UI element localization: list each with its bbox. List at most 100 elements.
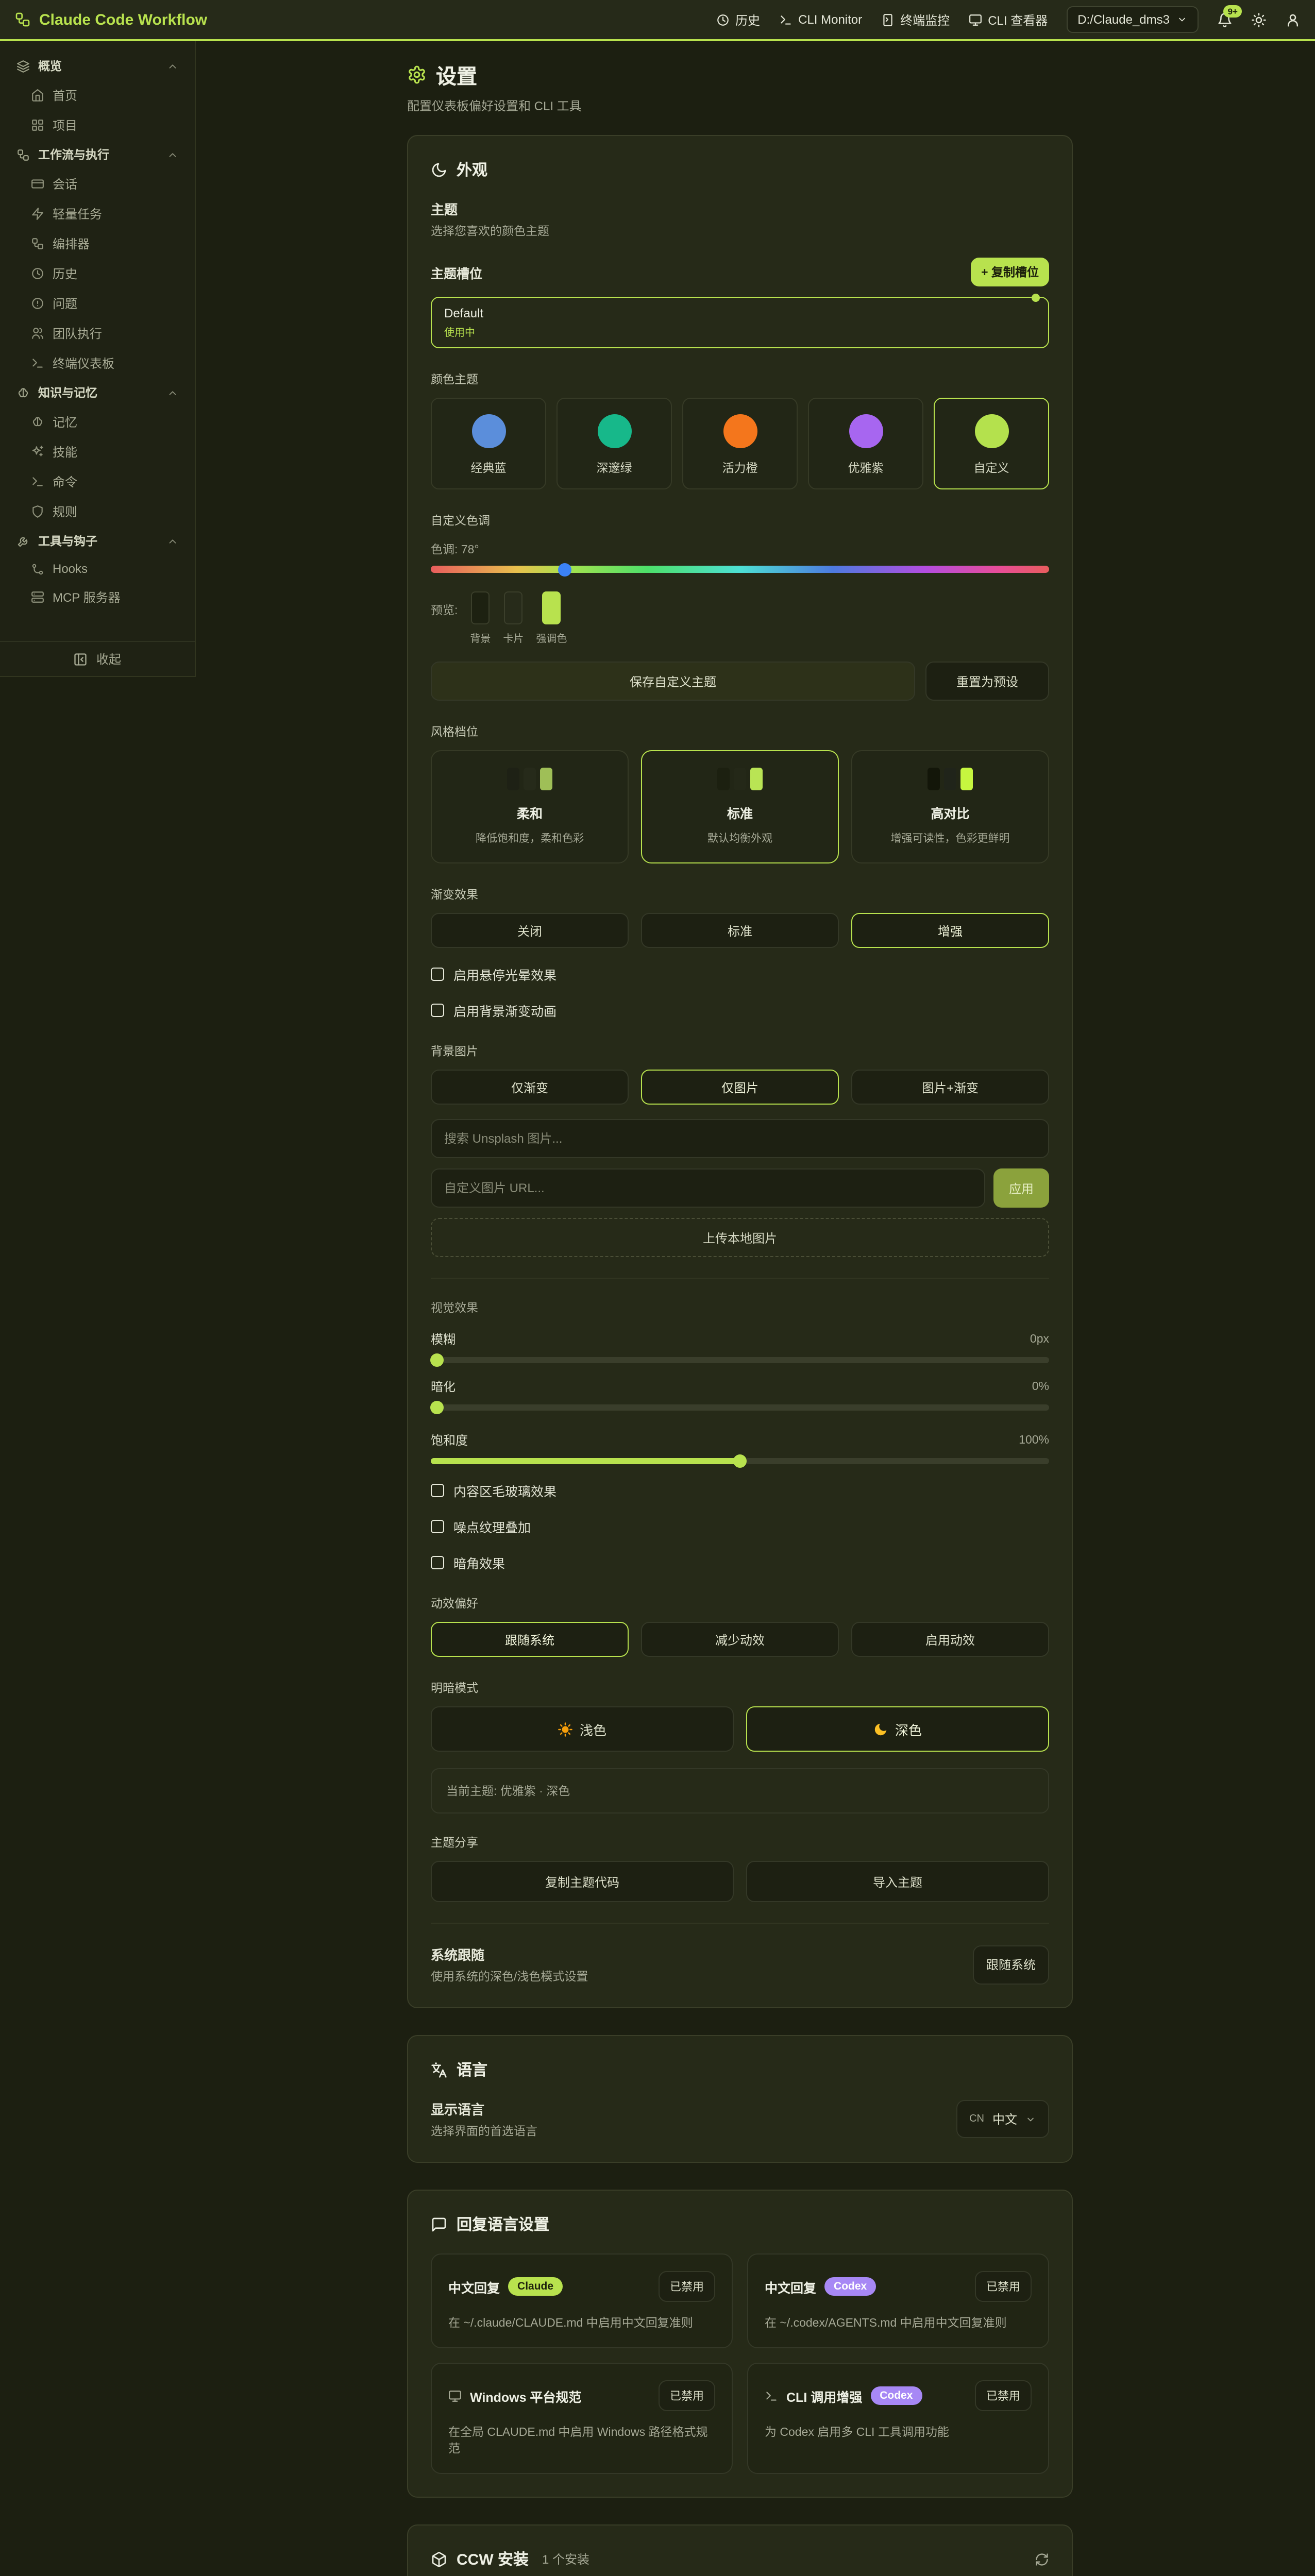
sidebar-item-memory[interactable]: 记忆 [8, 407, 187, 437]
checkbox-unchecked[interactable] [431, 1004, 444, 1017]
save-custom-theme-button[interactable]: 保存自定义主题 [431, 662, 915, 701]
notification-badge: 9+ [1223, 5, 1242, 18]
sun-icon [1251, 12, 1267, 27]
notifications-button[interactable]: 9+ [1217, 5, 1242, 27]
bg-option-image-gradient[interactable]: 图片+渐变 [851, 1070, 1049, 1105]
theme-option-deep-green[interactable]: 深邃绿 [557, 398, 672, 489]
sidebar-item-hooks[interactable]: Hooks [8, 555, 187, 582]
nav-terminal-monitor-label: 终端监控 [900, 13, 950, 27]
checkbox-unchecked[interactable] [431, 1484, 444, 1497]
shield-icon [31, 505, 44, 518]
toggle-disabled-button[interactable]: 已禁用 [659, 2380, 715, 2411]
sidebar-item-light-tasks[interactable]: 轻量任务 [8, 199, 187, 229]
refresh-icon[interactable] [1035, 2552, 1049, 2566]
upload-local-image-button[interactable]: 上传本地图片 [431, 1218, 1049, 1257]
gradient-option-standard[interactable]: 标准 [641, 913, 839, 948]
mode-option-dark[interactable]: 深色 [746, 1706, 1049, 1752]
app-title: Claude Code Workflow [39, 11, 208, 28]
theme-option-classic-blue[interactable]: 经典蓝 [431, 398, 546, 489]
sidebar-item-issues[interactable]: 问题 [8, 289, 187, 318]
project-selector[interactable]: D:/Claude_dms3 [1066, 6, 1199, 33]
hue-slider-thumb[interactable] [558, 563, 572, 576]
sidebar-section-tools[interactable]: 工具与钩子 [8, 527, 187, 555]
nav-history[interactable]: 历史 [716, 11, 760, 28]
slider-thumb[interactable] [430, 1401, 444, 1414]
style-option-soft[interactable]: 柔和 降低饱和度，柔和色彩 [431, 750, 629, 863]
apply-url-button[interactable]: 应用 [993, 1168, 1049, 1208]
motion-option-enable[interactable]: 启用动效 [851, 1622, 1049, 1657]
sidebar-item-mcp-servers[interactable]: MCP 服务器 [8, 582, 187, 612]
sidebar: 概览 首页 项目 工作流与执行 会话 轻量任务 [0, 41, 196, 677]
sidebar-item-skills[interactable]: 技能 [8, 437, 187, 467]
checkbox-unchecked[interactable] [431, 1556, 444, 1569]
zap-icon [31, 207, 44, 221]
import-theme-button[interactable]: 导入主题 [746, 1861, 1049, 1902]
toggle-disabled-button[interactable]: 已禁用 [975, 2271, 1032, 2302]
sidebar-item-sessions[interactable]: 会话 [8, 169, 187, 199]
sidebar-item-terminal-dashboard[interactable]: 终端仪表板 [8, 348, 187, 378]
app-logo[interactable]: Claude Code Workflow [14, 11, 207, 28]
sidebar-section-knowledge[interactable]: 知识与记忆 [8, 378, 187, 407]
hover-glow-checkbox[interactable]: 启用悬停光晕效果 [431, 964, 1049, 984]
terminal-icon [765, 2389, 778, 2402]
slider-thumb[interactable] [430, 1353, 444, 1367]
noise-texture-checkbox[interactable]: 噪点纹理叠加 [431, 1517, 1049, 1536]
toggle-disabled-button[interactable]: 已禁用 [659, 2271, 715, 2302]
theme-slot-default[interactable]: Default 使用中 [431, 294, 1049, 348]
saturation-slider[interactable] [431, 1454, 1049, 1468]
frosted-glass-checkbox[interactable]: 内容区毛玻璃效果 [431, 1481, 1049, 1500]
reset-preset-button[interactable]: 重置为预设 [925, 662, 1049, 701]
sidebar-section-overview[interactable]: 概览 [8, 52, 187, 80]
item-label: 编排器 [53, 237, 90, 251]
toggle-disabled-button[interactable]: 已禁用 [975, 2380, 1032, 2411]
hue-slider[interactable] [431, 563, 1049, 576]
gradient-option-off[interactable]: 关闭 [431, 913, 629, 948]
bg-animation-checkbox[interactable]: 启用背景渐变动画 [431, 1001, 1049, 1020]
bg-option-image-only[interactable]: 仅图片 [641, 1070, 839, 1105]
theme-option-elegant-purple[interactable]: 优雅紫 [808, 398, 923, 489]
sidebar-section-workflow[interactable]: 工作流与执行 [8, 140, 187, 169]
page-title: 设置 [436, 66, 477, 89]
copy-theme-code-button[interactable]: 复制主题代码 [431, 1861, 734, 1902]
theme-toggle-button[interactable] [1251, 12, 1267, 27]
bg-option-gradient-only[interactable]: 仅渐变 [431, 1070, 629, 1105]
sidebar-item-projects[interactable]: 项目 [8, 110, 187, 140]
checkbox-unchecked[interactable] [431, 1520, 444, 1533]
sidebar-item-home[interactable]: 首页 [8, 80, 187, 110]
package-icon [431, 2551, 447, 2567]
item-label: 轻量任务 [53, 207, 103, 222]
sidebar-collapse-button[interactable]: 收起 [0, 641, 195, 676]
unsplash-search-input[interactable] [431, 1119, 1049, 1158]
gradient-effect-label: 渐变效果 [431, 889, 478, 902]
motion-option-system[interactable]: 跟随系统 [431, 1622, 629, 1657]
user-menu-button[interactable] [1285, 12, 1301, 27]
vignette-checkbox[interactable]: 暗角效果 [431, 1553, 1049, 1572]
checkbox-unchecked[interactable] [431, 968, 444, 981]
language-select[interactable]: CN 中文 [956, 2100, 1049, 2138]
follow-system-button[interactable]: 跟随系统 [972, 1945, 1049, 1984]
copy-slot-button[interactable]: + 复制槽位 [971, 258, 1049, 286]
sidebar-item-commands[interactable]: 命令 [8, 467, 187, 497]
nav-cli-viewer[interactable]: CLI 查看器 [968, 11, 1048, 28]
slider-thumb[interactable] [733, 1454, 747, 1468]
theme-option-custom[interactable]: 自定义 [934, 398, 1049, 489]
nav-cli-monitor[interactable]: CLI Monitor [779, 12, 862, 27]
mode-option-light[interactable]: 浅色 [431, 1706, 734, 1752]
darken-slider[interactable] [430, 1401, 1049, 1414]
chevron-down-icon [1025, 2114, 1036, 2124]
style-option-high-contrast[interactable]: 高对比 增强可读性，色彩更鲜明 [851, 750, 1049, 863]
sidebar-item-history[interactable]: 历史 [8, 259, 187, 289]
sidebar-item-rules[interactable]: 规则 [8, 497, 187, 527]
custom-image-url-input[interactable] [431, 1168, 985, 1208]
style-option-standard[interactable]: 标准 默认均衡外观 [641, 750, 839, 863]
theme-option-vibrant-orange[interactable]: 活力橙 [682, 398, 798, 489]
sidebar-item-orchestrator[interactable]: 编排器 [8, 229, 187, 259]
sidebar-item-team-execution[interactable]: 团队执行 [8, 318, 187, 348]
gradient-option-enhanced[interactable]: 增强 [851, 913, 1049, 948]
nav-terminal-monitor[interactable]: 终端监控 [881, 11, 950, 28]
theme-color-swatch [849, 414, 883, 448]
motion-option-reduce[interactable]: 减少动效 [641, 1622, 839, 1657]
blur-slider[interactable] [430, 1353, 1049, 1367]
section-label: 概览 [38, 61, 62, 73]
chevron-up-icon [167, 60, 178, 72]
